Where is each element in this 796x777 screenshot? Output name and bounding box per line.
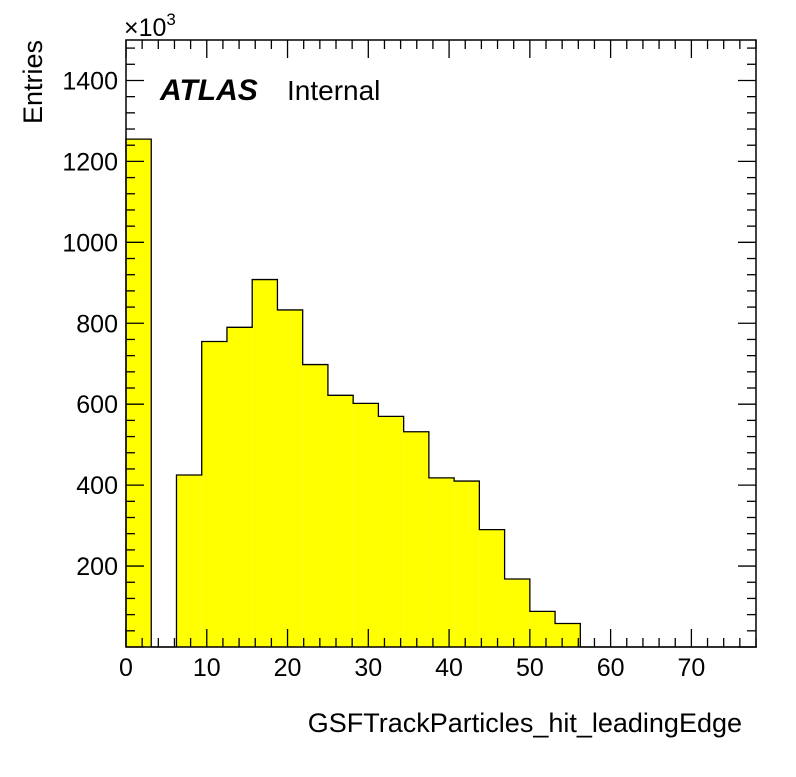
y-tick-label: 800	[76, 310, 118, 338]
y-tick-label: 1200	[62, 148, 118, 176]
x-tick-label: 30	[354, 654, 382, 682]
histogram-outline	[125, 138, 758, 648]
y-tick-labels: 200 400 600 800 1000 1200 1400	[62, 67, 118, 581]
plot-frame	[125, 39, 757, 648]
histogram-bin	[555, 623, 581, 647]
histogram-bin	[403, 431, 429, 647]
histogram-bin	[353, 403, 379, 647]
x-tick-labels: 0 10 20 30 40 50 60 70	[119, 654, 705, 682]
internal-label: Internal	[287, 75, 380, 106]
atlas-label: ATLAS	[159, 74, 258, 107]
x-tick-label: 70	[677, 654, 705, 682]
x-tick-label: 0	[119, 654, 133, 682]
histogram-bars	[125, 138, 758, 648]
y-multiplier-exponent: 3	[166, 10, 175, 29]
histogram-bin	[327, 395, 354, 647]
histogram-bin	[226, 327, 253, 647]
x-tick-label: 10	[193, 654, 221, 682]
histogram-bin	[302, 364, 328, 647]
y-multiplier-base: ×10	[124, 14, 166, 42]
x-axis-title: GSFTrackParticles_hit_leadingEdge	[308, 708, 742, 738]
y-axis-title: Entries	[18, 40, 48, 124]
histogram-bin	[479, 529, 505, 647]
y-tick-label: 400	[76, 472, 118, 500]
y-tick-label: 600	[76, 391, 118, 419]
histogram-bin	[504, 579, 530, 647]
x-tick-label: 40	[435, 654, 463, 682]
y-tick-label: 1000	[62, 229, 118, 257]
histogram-bin	[428, 477, 455, 647]
x-tick-label: 60	[597, 654, 625, 682]
axis-ticks	[125, 40, 757, 648]
histogram-bin	[201, 341, 227, 647]
histogram-bin	[277, 309, 303, 647]
histogram-bin	[529, 611, 556, 647]
x-tick-label: 20	[274, 654, 302, 682]
histogram-bin	[126, 139, 152, 648]
histogram-bin	[252, 279, 278, 647]
histogram-bin	[176, 475, 202, 647]
x-tick-label: 50	[516, 654, 544, 682]
histogram-bin	[454, 481, 480, 647]
y-tick-label: 1400	[62, 67, 118, 95]
y-multiplier-label: ×103	[124, 10, 176, 42]
y-tick-label: 200	[76, 553, 118, 581]
histogram-bin	[378, 416, 404, 647]
